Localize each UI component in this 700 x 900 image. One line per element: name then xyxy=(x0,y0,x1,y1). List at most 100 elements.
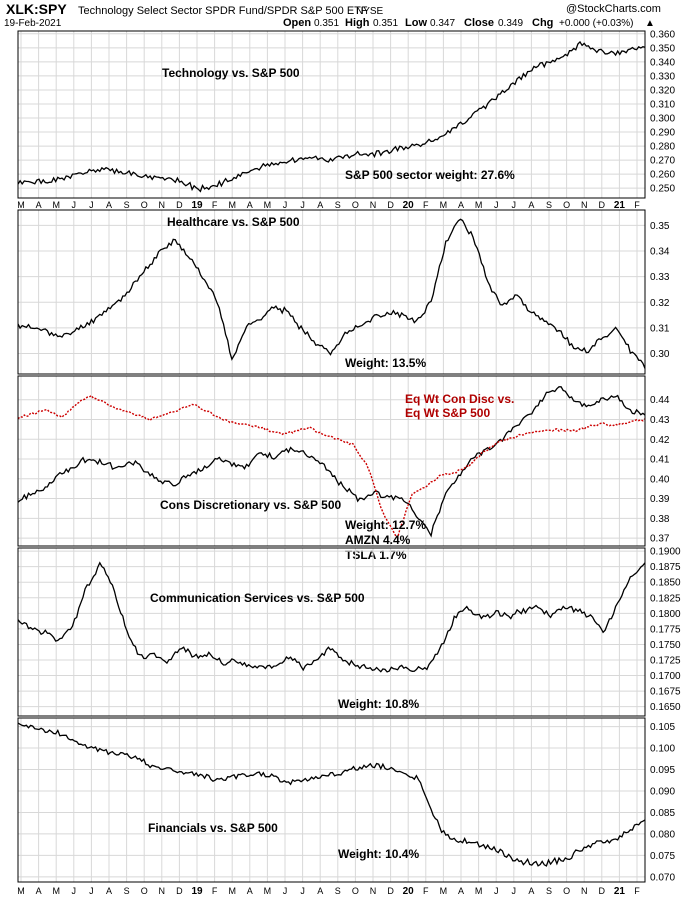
y-tick-label: 0.070 xyxy=(650,872,675,883)
x-tick-label: F xyxy=(634,200,640,210)
y-tick-label: 0.1750 xyxy=(650,640,681,651)
x-tick-label: M xyxy=(228,200,236,210)
y-tick-label: 0.1700 xyxy=(650,671,681,682)
series-line xyxy=(17,386,646,538)
chart-date: 19-Feb-2021 xyxy=(4,18,62,29)
x-tick-label: A xyxy=(528,886,534,896)
chg-up-marker: ▲ xyxy=(645,18,655,29)
y-tick-label: 0.1725 xyxy=(650,656,681,667)
panel-title: Technology vs. S&P 500 xyxy=(162,66,300,80)
y-tick-label: 0.32 xyxy=(650,298,670,309)
y-tick-label: 0.42 xyxy=(650,435,670,446)
x-tick-label: A xyxy=(106,886,112,896)
panel-title: Communication Services vs. S&P 500 xyxy=(150,591,365,605)
y-tick-label: 0.085 xyxy=(650,808,675,819)
panel-frame xyxy=(17,30,646,199)
y-tick-label: 0.34 xyxy=(650,247,670,258)
y-tick-label: 0.290 xyxy=(650,128,675,139)
y-tick-label: 0.1825 xyxy=(650,593,681,604)
equal-weight-label: Eq Wt S&P 500 xyxy=(405,406,490,420)
x-axis-bottom: M A M J J A S O N D 19 F M A M J J A S O N D 20 F M A M J J A S O N D 21 F xyxy=(17,886,640,897)
x-tick-label: 20 xyxy=(403,886,415,897)
x-tick-label: J xyxy=(300,200,305,210)
x-tick-label: O xyxy=(352,886,359,896)
x-tick-label: J xyxy=(72,200,77,210)
y-tick-label: 0.320 xyxy=(650,85,675,96)
x-tick-label: D xyxy=(176,200,183,210)
panel-5: 0.105 0.100 0.095 0.090 0.085 0.080 0.075 0.070… xyxy=(17,717,675,883)
y-tick-label: 0.37 xyxy=(650,534,670,545)
chg-value: +0.000 (+0.03%) xyxy=(559,18,634,29)
x-tick-label: J xyxy=(512,200,517,210)
x-tick-label: M xyxy=(52,200,60,210)
chg-label: Chg xyxy=(532,17,553,29)
high-label: High xyxy=(345,17,370,29)
x-tick-label: J xyxy=(494,200,499,210)
x-tick-label: 19 xyxy=(191,200,203,211)
y-tick-label: 0.270 xyxy=(650,156,675,167)
panel-annotation: Weight: 10.8% xyxy=(338,697,419,711)
panel-title: Healthcare vs. S&P 500 xyxy=(167,215,300,229)
x-tick-label: N xyxy=(370,886,377,896)
x-tick-label: N xyxy=(581,886,588,896)
panel-frame xyxy=(17,547,646,717)
x-tick-label: S xyxy=(546,200,552,210)
x-tick-label: 19 xyxy=(191,886,203,897)
ticker-description: Technology Select Sector SPDR Fund/SPDR … xyxy=(78,5,368,17)
x-tick-label: J xyxy=(283,200,288,210)
x-tick-label: D xyxy=(176,886,183,896)
y-tick-label: 0.280 xyxy=(650,142,675,153)
low-label: Low xyxy=(405,17,427,29)
open-value: 0.351 xyxy=(314,18,339,29)
y-tick-label: 0.075 xyxy=(650,851,675,862)
y-tick-label: 0.38 xyxy=(650,514,670,525)
y-tick-label: 0.350 xyxy=(650,43,675,54)
x-tick-label: J xyxy=(300,886,305,896)
close-label: Close xyxy=(464,17,494,29)
panel-annotation: Weight: 12.7% xyxy=(345,518,426,532)
panel-3: 0.44 0.43 0.42 0.41 0.40 0.39 0.38 0.37 Cons Dis… xyxy=(17,375,670,562)
x-axis-top: M A M J J A S O N D 19 F M A M J J A S O N D 20 F M A M J J A S O N D 21 F xyxy=(17,200,640,211)
y-tick-label: 0.31 xyxy=(650,323,670,334)
x-tick-label: J xyxy=(494,886,499,896)
panel-annotation: S&P 500 sector weight: 27.6% xyxy=(345,168,515,182)
x-tick-label: A xyxy=(36,886,42,896)
x-tick-label: S xyxy=(124,200,130,210)
x-tick-label: M xyxy=(440,200,448,210)
close-value: 0.349 xyxy=(498,18,523,29)
y-tick-label: 0.1800 xyxy=(650,609,681,620)
x-tick-label: A xyxy=(458,886,464,896)
x-tick-label: S xyxy=(546,886,552,896)
y-tick-label: 0.35 xyxy=(650,221,670,232)
chart-panels: 0.360 0.350 0.340 0.330 0.320 0.310 0.300 0.290… xyxy=(17,29,681,897)
x-tick-label: 21 xyxy=(614,886,626,897)
x-tick-label: M xyxy=(52,886,60,896)
y-tick-label: 0.1650 xyxy=(650,702,681,713)
x-tick-label: A xyxy=(247,200,253,210)
x-tick-label: O xyxy=(563,200,570,210)
x-tick-label: 20 xyxy=(403,200,415,211)
series-line xyxy=(17,40,646,193)
high-value: 0.351 xyxy=(373,18,398,29)
x-tick-label: S xyxy=(335,200,341,210)
y-tick-label: 0.340 xyxy=(650,57,675,68)
panel-2: 0.35 0.34 0.33 0.32 0.31 0.30 Healthcare vs. S… xyxy=(17,209,670,375)
x-tick-label: A xyxy=(317,200,323,210)
x-tick-label: D xyxy=(599,200,606,210)
stockcharts-watermark: @StockCharts.com xyxy=(566,3,661,15)
panel-1: 0.360 0.350 0.340 0.330 0.320 0.310 0.300 0.290… xyxy=(17,29,675,199)
series-line xyxy=(17,561,646,673)
x-tick-label: F xyxy=(634,886,640,896)
x-tick-label: A xyxy=(247,886,253,896)
x-tick-label: M xyxy=(264,886,272,896)
y-tick-label: 0.300 xyxy=(650,114,675,125)
x-tick-label: J xyxy=(283,886,288,896)
y-tick-label: 0.39 xyxy=(650,494,670,505)
x-tick-label: J xyxy=(89,200,94,210)
open-label: Open xyxy=(283,17,311,29)
x-tick-label: A xyxy=(36,200,42,210)
x-tick-label: O xyxy=(141,886,148,896)
y-tick-label: 0.1675 xyxy=(650,687,681,698)
x-tick-label: M xyxy=(475,886,483,896)
